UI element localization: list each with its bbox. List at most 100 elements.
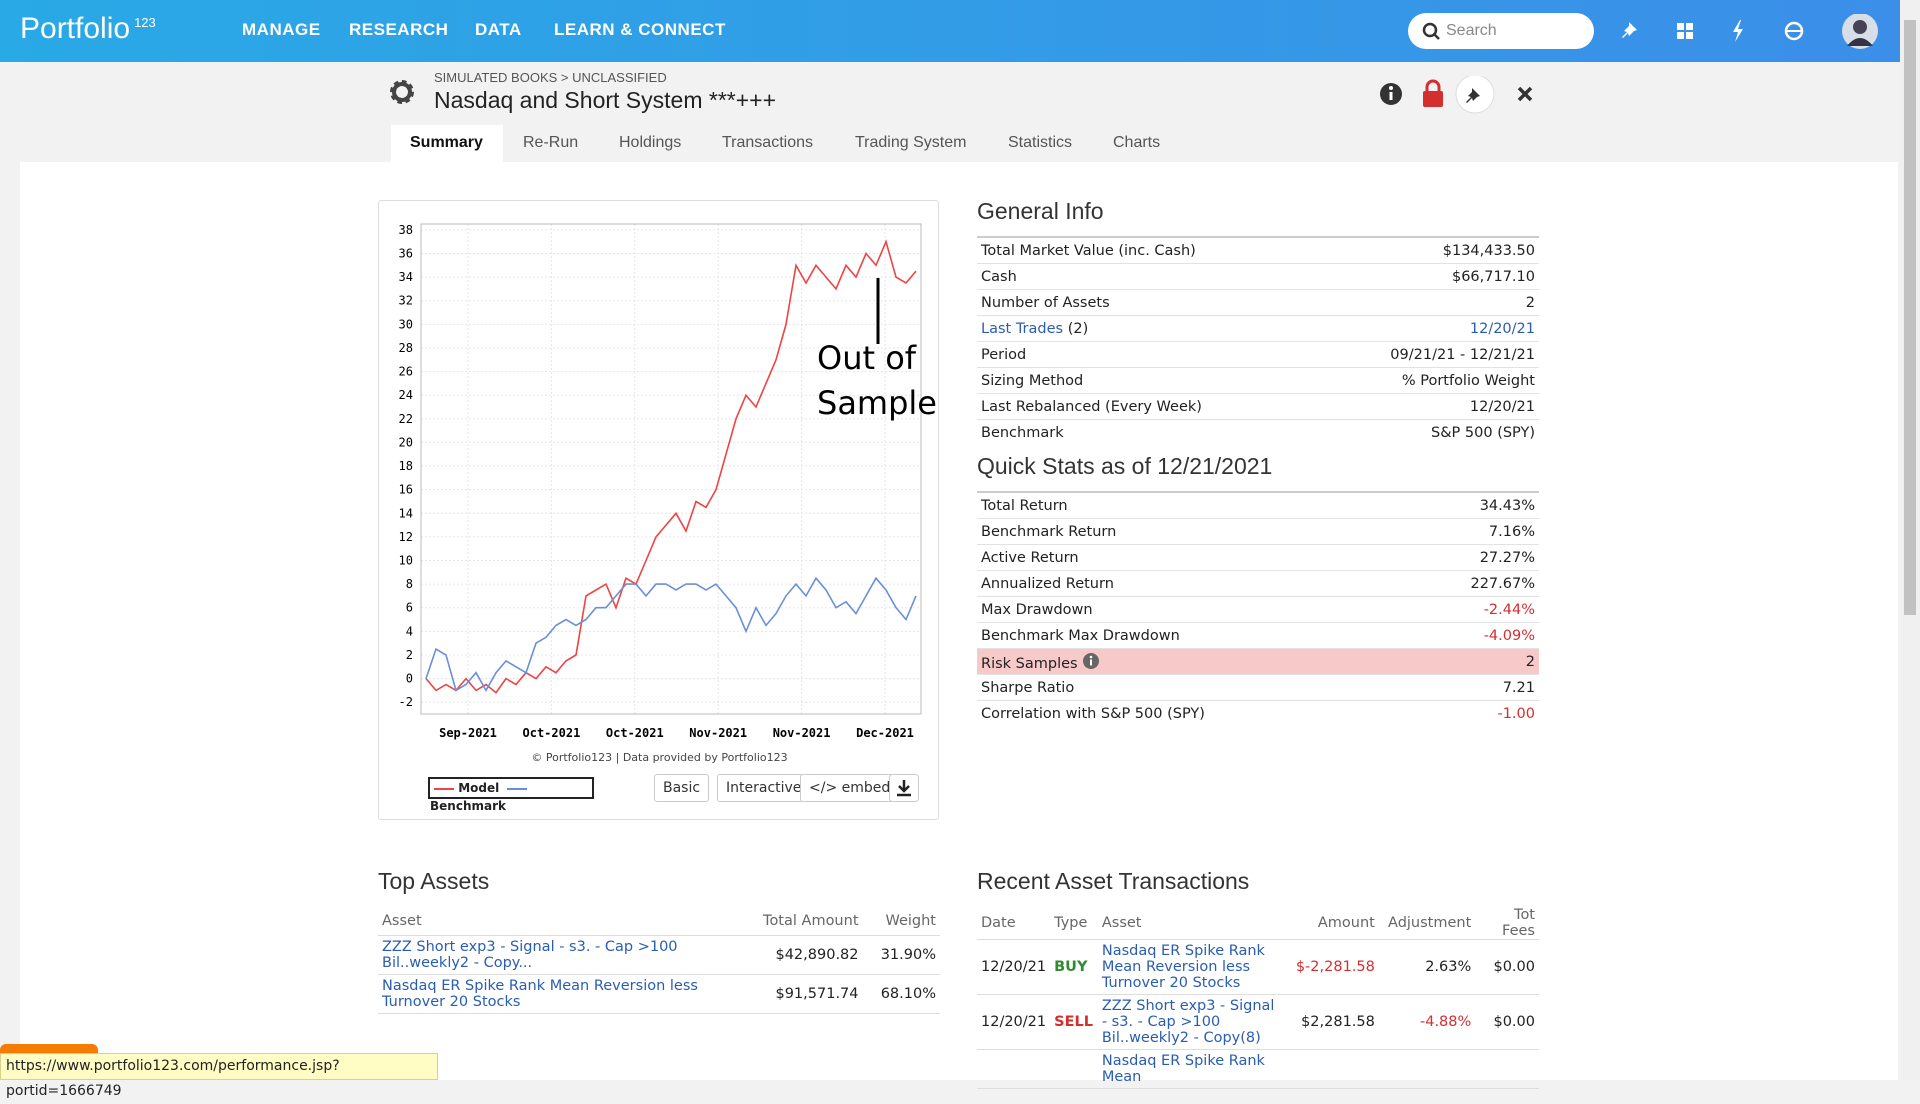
cell: $2,281.58 — [1279, 994, 1379, 1050]
info-label: Max Drawdown — [981, 601, 1093, 618]
info-row: Sharpe Ratio 7.21 — [977, 674, 1539, 701]
info-icon[interactable] — [1082, 652, 1100, 670]
info-row: Benchmark Return 7.16% — [977, 518, 1539, 545]
menu-item[interactable]: MANAGE — [242, 20, 321, 39]
button[interactable]: Basic — [654, 774, 710, 802]
top-assets-table: Asset Total Amount Weight ZZZ Short exp3 - … — [378, 907, 940, 1014]
status-url: https://www.portfolio123.com/performance… — [0, 1053, 438, 1099]
cell[interactable]: ZZZ Short exp3 - Signal - s3. - Cap >100… — [1097, 994, 1280, 1050]
nav-icons[interactable] — [1615, 14, 1895, 50]
info-row: Benchmark Max Drawdown -4.09% — [977, 622, 1539, 649]
legend[interactable]: Model Benchmark — [428, 777, 594, 813]
button[interactable]: </> embed — [800, 774, 900, 802]
info-label: Sizing Method — [981, 372, 1084, 389]
tab[interactable]: Transactions — [722, 134, 813, 151]
x-tick-label: Sep-2021 — [439, 726, 497, 740]
logo-text: Portfolio — [20, 12, 131, 45]
info-value: 27.27% — [1405, 544, 1539, 571]
cell[interactable]: ZZZ Short exp3 - Signal - s3. - Cap >100… — [378, 935, 756, 975]
info-label-cell: Cash — [977, 263, 1315, 290]
button[interactable]: Interactive — [717, 774, 811, 802]
cell — [1475, 1049, 1539, 1089]
tab[interactable]: Trading System — [855, 134, 967, 151]
tab[interactable]: Statistics — [1008, 134, 1073, 151]
cell — [1378, 1049, 1476, 1089]
tab[interactable]: Summary — [410, 134, 483, 151]
menu-item[interactable]: RESEARCH — [349, 20, 449, 39]
table-row: Nasdaq ER Spike Rank Mean Reversion less… — [378, 974, 940, 1014]
info-label-cell: Total Return — [977, 491, 1406, 519]
info-value: 2 — [1314, 289, 1539, 316]
info-value: $66,717.10 — [1314, 263, 1539, 290]
search-box[interactable]: Search — [1408, 13, 1594, 49]
cell: $91,571.74 — [755, 974, 863, 1014]
tab[interactable]: Holdings — [619, 134, 682, 151]
tab[interactable]: Charts — [1113, 134, 1161, 151]
header-actions[interactable] — [1375, 76, 1535, 116]
y-tick-label: 8 — [406, 577, 413, 591]
info-label: Sharpe Ratio — [981, 679, 1075, 696]
general-info-table: Total Market Value (inc. Cash) $134,433.5… — [977, 236, 1539, 445]
breadcrumb[interactable]: SIMULATED BOOKS > UNCLASSIFIED — [434, 70, 667, 85]
info-label-cell: Last Trades (2) — [977, 315, 1315, 342]
info-label-cell: Benchmark — [977, 419, 1315, 445]
legend-label: Benchmark — [430, 799, 506, 813]
column-header: Asset — [1097, 907, 1280, 940]
info-value: 227.67% — [1405, 570, 1539, 597]
info-row: Total Return 34.43% — [977, 491, 1539, 519]
info-note: (2) — [1067, 320, 1089, 337]
chart: -202468101214161820222426283032343638Sep… — [399, 223, 922, 740]
info-label-cell: Sizing Method — [977, 367, 1315, 394]
y-tick-label: 6 — [406, 601, 413, 615]
cell: $-2,281.58 — [1279, 939, 1379, 995]
menu-item[interactable]: DATA — [475, 20, 522, 39]
info-label: Risk Samples — [981, 655, 1078, 672]
table-row: 12/20/21 BUY Nasdaq ER Spike Rank Mean Rev… — [977, 939, 1539, 995]
info-value: 12/20/21 — [1314, 393, 1539, 420]
cell: 68.10% — [862, 974, 940, 1014]
info-value: S&P 500 (SPY) — [1314, 419, 1539, 445]
y-tick-label: 24 — [399, 388, 413, 402]
column-header: Asset — [378, 907, 756, 936]
gear-icon[interactable] — [386, 76, 418, 108]
cell — [1050, 1049, 1098, 1089]
info-label-cell: Correlation with S&P 500 (SPY) — [977, 700, 1406, 726]
tab[interactable]: Re-Run — [523, 134, 579, 151]
cell[interactable]: Nasdaq ER Spike Rank Mean — [1097, 1049, 1280, 1089]
info-row: Annualized Return 227.67% — [977, 570, 1539, 597]
y-tick-label: 28 — [399, 341, 413, 355]
y-tick-label: 2 — [406, 648, 413, 662]
logo-suffix: 123 — [134, 15, 156, 30]
column-header: Adjustment — [1378, 907, 1476, 940]
info-row: Last Rebalanced (Every Week) 12/20/21 — [977, 393, 1539, 420]
scrollbar-thumb[interactable] — [1904, 20, 1916, 615]
info-value: 09/21/21 - 12/21/21 — [1314, 341, 1539, 368]
cell[interactable]: Nasdaq ER Spike Rank Mean Reversion less… — [1097, 939, 1280, 995]
cell: $0.00 — [1475, 994, 1539, 1050]
status-tab — [0, 1044, 98, 1054]
info-label: Benchmark — [981, 424, 1064, 441]
info-row: Risk Samples 2 — [977, 648, 1539, 675]
y-tick-label: 18 — [399, 459, 413, 473]
info-label[interactable]: Last Trades — [981, 320, 1064, 337]
info-row: Active Return 27.27% — [977, 544, 1539, 571]
info-label: Correlation with S&P 500 (SPY) — [981, 705, 1205, 722]
info-row: Correlation with S&P 500 (SPY) -1.00 — [977, 700, 1539, 726]
download-button[interactable] — [889, 774, 919, 802]
info-row: Max Drawdown -2.44% — [977, 596, 1539, 623]
info-label: Number of Assets — [981, 294, 1110, 311]
line-series — [425, 239, 917, 694]
cell — [977, 1049, 1051, 1089]
cell — [1279, 1049, 1379, 1089]
info-row: Sizing Method % Portfolio Weight — [977, 367, 1539, 394]
cell[interactable]: Nasdaq ER Spike Rank Mean Reversion less… — [378, 974, 756, 1014]
y-tick-label: 10 — [399, 554, 413, 568]
info-row: Period 09/21/21 - 12/21/21 — [977, 341, 1539, 368]
y-tick-label: 12 — [399, 530, 413, 544]
menu-item[interactable]: LEARN & CONNECT — [554, 20, 726, 39]
quick-stats-table: Total Return 34.43% Benchmark Return 7.16% A… — [977, 491, 1539, 726]
y-tick-label: 0 — [406, 672, 413, 686]
logo[interactable]: Portfolio 123 — [20, 12, 156, 46]
legend-label: Model — [458, 781, 500, 795]
x-tick-label: Oct-2021 — [606, 726, 664, 740]
